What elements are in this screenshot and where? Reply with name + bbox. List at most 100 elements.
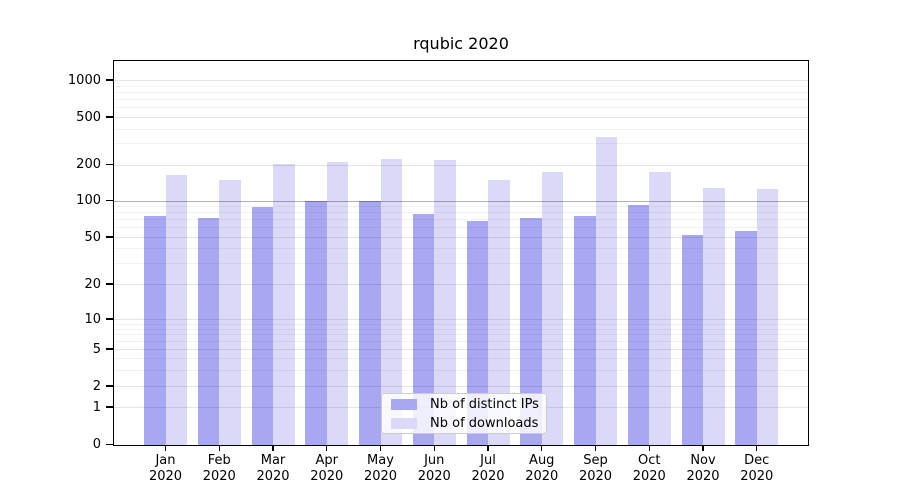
bar-feb-2020-distinct-ips	[197, 217, 220, 446]
x-tick-label: Jun 2020	[407, 453, 461, 484]
x-tick-label: Jan 2020	[139, 453, 193, 484]
bar-oct-2020-downloads	[649, 172, 671, 446]
y-tick-mark	[106, 79, 113, 81]
y-tick-mark	[106, 199, 113, 202]
y-tick-mark	[106, 116, 113, 118]
plot-area	[113, 60, 809, 446]
bar-jan-2020-downloads	[165, 174, 187, 446]
bar-jul-2020-downloads	[488, 180, 510, 446]
bar-nov-2020-distinct-ips	[681, 234, 703, 446]
x-tick-mark	[702, 446, 704, 451]
x-tick-label-line: Aug	[529, 453, 555, 468]
bar-jul-2020-distinct-ips	[466, 220, 488, 446]
major-gridline	[113, 349, 809, 350]
x-tick-label: Nov 2020	[676, 453, 730, 484]
major-gridline	[113, 386, 809, 387]
x-tick-label: Feb 2020	[192, 453, 246, 484]
major-gridline	[113, 319, 809, 320]
minor-gridline	[113, 369, 809, 371]
bar-aug-2020-distinct-ips	[520, 217, 542, 446]
minor-gridline	[113, 248, 809, 250]
minor-gridline	[113, 323, 809, 325]
x-tick-mark	[541, 446, 543, 451]
y-tick-mark	[106, 406, 113, 408]
x-tick-label-line: Nov	[690, 453, 716, 468]
minor-gridline	[113, 341, 809, 343]
x-tick-label: Aug 2020	[515, 453, 569, 484]
x-tick-mark	[218, 446, 220, 451]
bar-apr-2020-downloads	[326, 161, 349, 446]
minor-gridline	[113, 107, 809, 109]
x-tick-label-line: 2020	[578, 468, 613, 484]
major-gridline	[113, 237, 809, 238]
minor-gridline	[113, 91, 809, 93]
x-tick-mark	[326, 446, 328, 451]
x-tick-mark	[648, 446, 650, 451]
y-tick-label: 50	[84, 229, 101, 245]
legend-label-downloads: Nb of downloads	[430, 415, 539, 431]
x-tick-label: Sep 2020	[569, 453, 623, 484]
x-tick-label: Mar 2020	[246, 453, 300, 484]
minor-gridline	[113, 358, 809, 359]
bar-apr-2020-distinct-ips	[305, 200, 327, 446]
x-tick-label-line: Apr	[315, 453, 339, 468]
bar-dec-2020-distinct-ips	[735, 231, 757, 446]
bar-may-2020-downloads	[380, 159, 402, 446]
x-tick-label: Dec 2020	[730, 453, 784, 484]
x-tick-label-line: Jul	[480, 453, 496, 468]
y-tick-mark	[106, 163, 113, 166]
bar-dec-2020-downloads	[756, 188, 779, 446]
x-tick-label: Apr 2020	[300, 453, 354, 484]
y-tick-mark	[106, 283, 113, 285]
x-tick-label-line: Oct	[638, 453, 661, 468]
x-tick-label-line: Jan	[155, 453, 176, 468]
y-tick-label: 5	[92, 341, 101, 357]
major-gridline	[113, 164, 809, 166]
x-tick-mark	[433, 446, 435, 451]
x-tick-label: Oct 2020	[622, 453, 676, 484]
x-tick-label-line: 2020	[148, 468, 183, 484]
y-tick-label: 2	[92, 378, 101, 394]
bar-nov-2020-downloads	[703, 188, 725, 446]
y-tick-label: 0	[92, 437, 101, 452]
y-tick-mark	[106, 348, 113, 350]
x-tick-label-line: 2020	[417, 468, 451, 484]
bar-aug-2020-downloads	[541, 172, 564, 446]
y-tick-label: 10	[84, 311, 101, 327]
y-tick-mark	[106, 385, 113, 387]
x-tick-label-line: 2020	[310, 468, 344, 484]
legend-row-downloads: Nb of downloads	[391, 415, 546, 431]
x-tick-label-line: Mar	[260, 453, 286, 468]
major-gridline	[113, 80, 809, 81]
minor-gridline	[113, 212, 809, 214]
x-tick-label-line: 2020	[686, 468, 720, 484]
bar-jun-2020-downloads	[434, 159, 456, 446]
major-gridline	[113, 117, 809, 118]
x-tick-label-line: May	[367, 453, 394, 468]
y-tick-label: 500	[76, 109, 101, 125]
x-tick-mark	[379, 446, 382, 451]
bar-oct-2020-distinct-ips	[627, 205, 650, 446]
x-tick-label-line: Jun	[424, 453, 445, 468]
minor-gridline	[113, 328, 809, 330]
legend-row-distinct-ips: Nb of distinct IPs	[391, 396, 546, 412]
x-tick-mark	[487, 446, 489, 451]
y-tick-label: 1	[92, 399, 101, 415]
minor-gridline	[113, 334, 809, 336]
legend-label-distinct-ips: Nb of distinct IPs	[430, 396, 539, 412]
x-tick-label-line: 2020	[740, 468, 774, 484]
x-tick-mark	[272, 446, 274, 451]
x-tick-label-line: Dec	[744, 453, 770, 468]
bar-mar-2020-downloads	[273, 163, 295, 446]
bar-sep-2020-downloads	[595, 137, 617, 446]
y-tick-label: 1000	[67, 72, 101, 88]
minor-gridline	[113, 143, 809, 145]
minor-gridline	[113, 227, 809, 229]
y-tick-mark	[106, 236, 113, 238]
x-tick-label-line: Sep	[583, 453, 608, 468]
x-tick-label-line: 2020	[202, 468, 236, 484]
y-tick-label: 100	[76, 193, 101, 208]
legend-swatch-downloads	[391, 417, 417, 429]
bar-jun-2020-distinct-ips	[412, 214, 435, 446]
